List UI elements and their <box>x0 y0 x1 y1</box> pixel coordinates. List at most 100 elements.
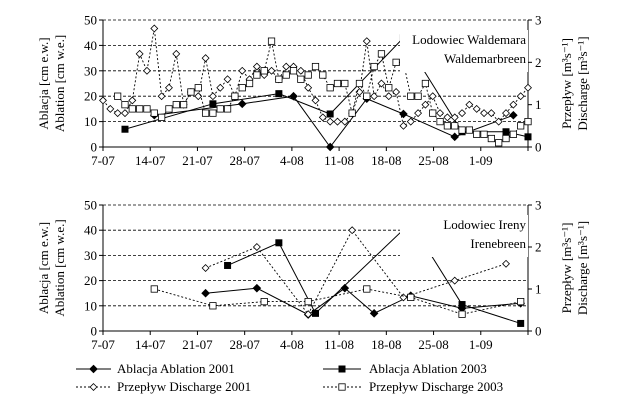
data-point <box>429 109 437 117</box>
series-line <box>154 288 521 315</box>
data-point <box>223 75 232 84</box>
data-point <box>340 117 349 126</box>
data-point <box>465 100 474 109</box>
data-point <box>296 66 305 75</box>
y-tick-label-left: 30 <box>84 248 97 263</box>
data-point <box>436 118 444 126</box>
data-point <box>494 117 503 126</box>
y-tick-label-right: 1 <box>535 282 542 297</box>
data-point <box>325 142 335 152</box>
data-point <box>385 84 393 92</box>
data-point <box>121 125 129 133</box>
data-point <box>275 90 283 98</box>
data-point <box>165 105 173 113</box>
data-point <box>128 105 136 113</box>
data-point <box>282 71 290 79</box>
data-point <box>297 75 305 83</box>
data-point <box>517 319 525 327</box>
x-tick-label: 14-07 <box>135 337 166 352</box>
data-point <box>121 109 129 118</box>
data-point <box>348 109 356 117</box>
series-line <box>124 36 529 138</box>
x-tick-label: 28-07 <box>229 337 260 352</box>
data-point <box>238 66 247 75</box>
data-point <box>502 128 510 136</box>
data-point <box>524 118 532 126</box>
data-point <box>363 285 371 293</box>
data-point <box>135 49 144 58</box>
data-point <box>509 110 518 120</box>
x-tick-label: 11-08 <box>324 153 354 168</box>
data-point <box>480 109 489 118</box>
data-point <box>238 84 246 92</box>
data-point <box>194 84 202 92</box>
x-tick-label: 14-07 <box>135 153 166 168</box>
chart-panel-1: 0 10 20 30 40 50 0 1 2 3 7-07 14-07 21-07 28-07 4-08 11… <box>36 13 590 169</box>
data-point <box>399 109 408 119</box>
y-tick-label-left: 30 <box>84 63 97 78</box>
x-tick-label: 1-09 <box>469 153 493 168</box>
data-point <box>524 133 532 141</box>
chart-title: Lodowiec Waldemara <box>412 32 526 47</box>
data-point <box>414 92 422 100</box>
data-point <box>407 92 415 100</box>
data-point <box>369 309 379 318</box>
data-point <box>326 110 334 118</box>
data-point <box>370 62 378 71</box>
data-point <box>267 66 276 75</box>
data-point <box>311 62 320 71</box>
data-point <box>333 117 342 126</box>
legend-marker <box>338 383 346 391</box>
data-point <box>311 96 320 105</box>
data-point <box>362 37 371 46</box>
y-tick-label-right: 1 <box>535 97 542 112</box>
y-axis-title-left-pl: Ablacja [cm e.w.] <box>36 222 51 314</box>
chart-subtitle: Waldemarbreen <box>444 51 526 66</box>
data-point <box>304 310 313 319</box>
data-point <box>428 92 437 101</box>
data-point <box>450 276 459 285</box>
data-point <box>113 109 122 118</box>
data-point <box>180 101 188 109</box>
data-point <box>164 83 173 92</box>
data-point <box>487 134 495 143</box>
data-point <box>245 79 254 88</box>
x-tick-label: 1-09 <box>469 337 493 352</box>
data-point <box>312 309 319 317</box>
data-point <box>143 105 151 113</box>
data-point <box>348 226 357 235</box>
chart-subtitle: Irenebreen <box>470 236 526 251</box>
data-point <box>150 109 158 117</box>
y-axis-title-right-en: Discharge [m³s⁻¹] <box>575 221 590 315</box>
data-point <box>502 109 510 118</box>
series-line <box>205 287 521 316</box>
chart-panel-2: 0 10 20 30 40 50 0 1 2 3 7-07 14-07 21-07 28-07 4-08 11… <box>36 198 590 353</box>
data-point <box>209 100 217 108</box>
data-point <box>275 75 283 83</box>
data-point <box>157 92 166 101</box>
series-line <box>154 95 514 148</box>
y-tick-label-left: 40 <box>84 223 97 238</box>
data-point <box>194 92 203 101</box>
data-point <box>399 293 408 302</box>
data-point <box>282 62 291 71</box>
data-point <box>377 50 386 58</box>
data-point <box>421 100 430 109</box>
data-point <box>465 126 473 134</box>
data-point <box>472 104 481 113</box>
data-point <box>150 24 159 33</box>
data-point <box>473 130 481 138</box>
data-point <box>509 130 517 138</box>
y-tick-label-right: 2 <box>535 240 542 255</box>
data-point <box>458 126 466 134</box>
y-axis-title-right-pl: Przepływ [m³s⁻¹] <box>559 38 574 129</box>
y-tick-label-right: 0 <box>535 140 542 155</box>
data-point <box>517 297 525 306</box>
data-point <box>487 109 496 118</box>
data-point <box>355 79 364 88</box>
x-tick-label: 21-07 <box>182 337 213 352</box>
y-tick-label-left: 0 <box>91 324 98 339</box>
data-point <box>384 92 393 101</box>
data-point <box>252 62 261 71</box>
x-tick-label: 18-08 <box>371 153 401 168</box>
